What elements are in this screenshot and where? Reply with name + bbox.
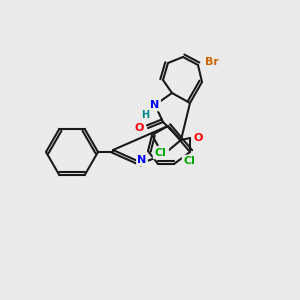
Text: O: O [193,133,203,143]
Text: N: N [158,147,168,157]
Text: Cl: Cl [183,156,195,166]
Text: N: N [137,155,147,165]
Text: Br: Br [205,57,219,67]
Text: H: H [141,110,149,120]
Text: N: N [150,100,160,110]
Text: O: O [134,123,144,133]
Text: Cl: Cl [154,148,166,158]
